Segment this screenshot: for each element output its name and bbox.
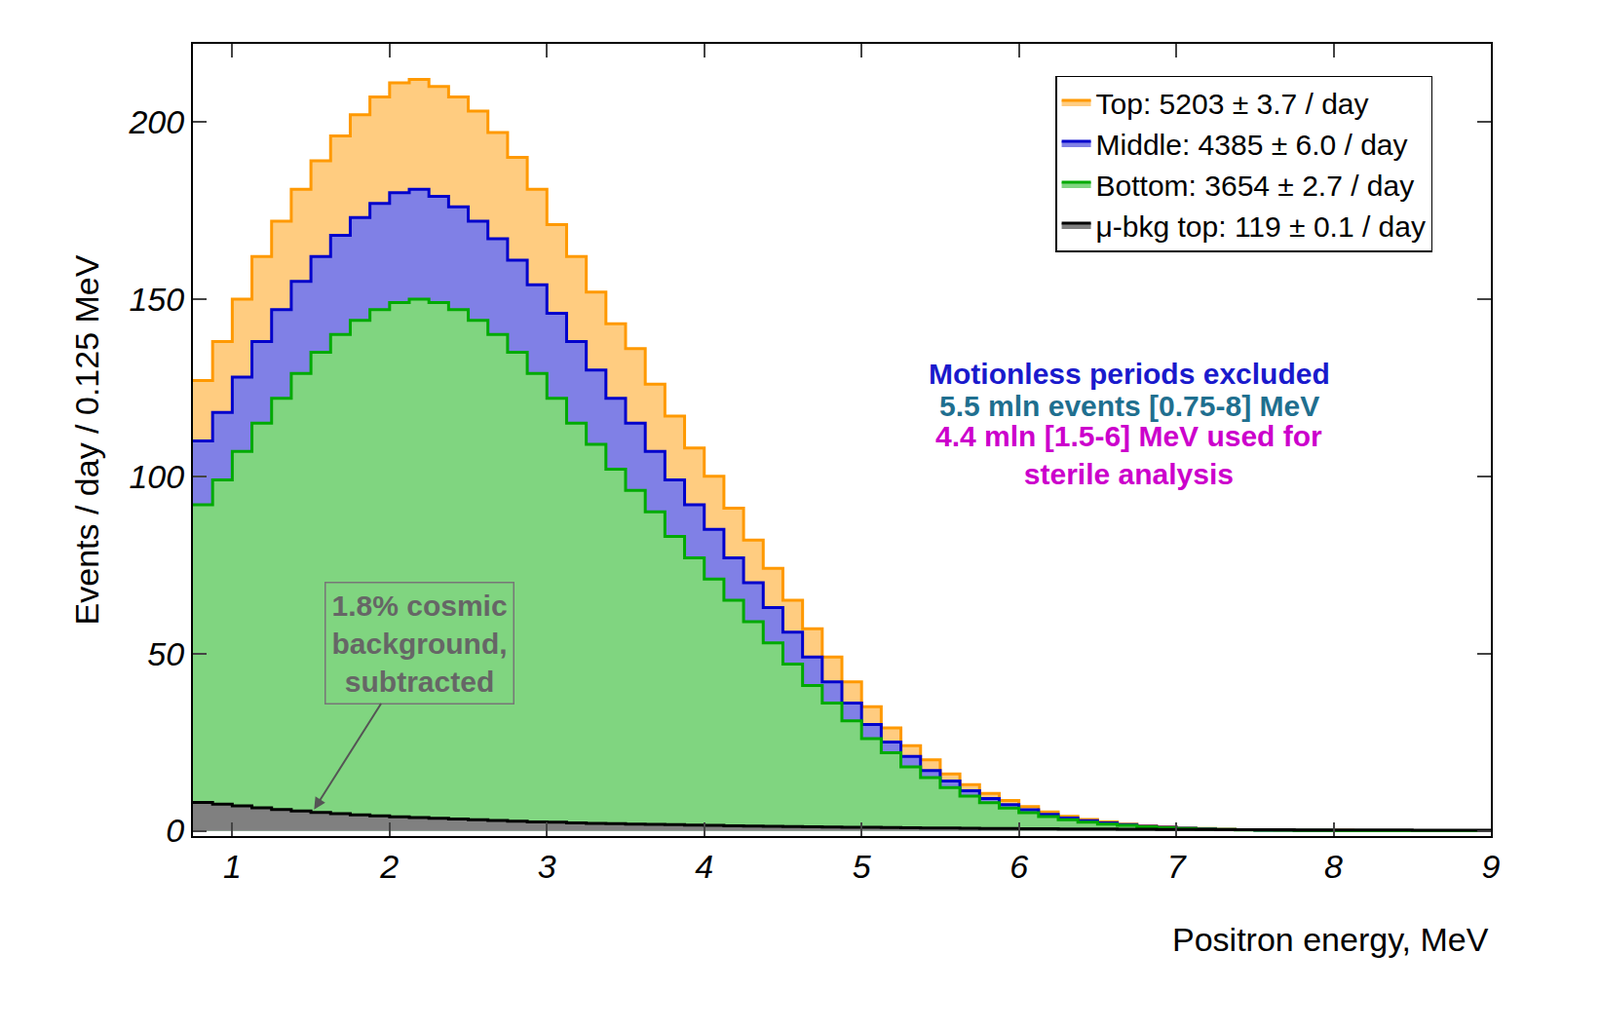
svg-text:Events / day / 0.125 MeV: Events / day / 0.125 MeV xyxy=(68,254,106,625)
svg-text:4: 4 xyxy=(694,847,714,885)
svg-text:3: 3 xyxy=(537,847,557,885)
svg-text:Top: 5203 ± 3.7 / day: Top: 5203 ± 3.7 / day xyxy=(1096,87,1370,120)
svg-text:150: 150 xyxy=(128,280,185,318)
svg-text:Motionless periods excluded: Motionless periods excluded xyxy=(928,357,1331,390)
svg-text:Middle: 4385 ± 6.0 / day: Middle: 4385 ± 6.0 / day xyxy=(1096,128,1409,161)
svg-text:Bottom: 3654 ± 2.7 / day: Bottom: 3654 ± 2.7 / day xyxy=(1096,169,1415,202)
svg-text:μ-bkg top: 119 ± 0.1 / day: μ-bkg top: 119 ± 0.1 / day xyxy=(1096,210,1426,243)
svg-text:9: 9 xyxy=(1482,847,1501,885)
svg-text:1.8% cosmicbackground,subtract: 1.8% cosmicbackground,subtracted xyxy=(332,589,508,698)
svg-text:50: 50 xyxy=(147,635,185,673)
svg-text:1: 1 xyxy=(223,847,242,885)
svg-text:7: 7 xyxy=(1167,847,1187,885)
svg-text:5: 5 xyxy=(852,847,872,885)
svg-text:Positron energy, MeV: Positron energy, MeV xyxy=(1172,920,1489,958)
svg-text:200: 200 xyxy=(127,103,185,141)
svg-text:6: 6 xyxy=(1009,847,1029,885)
svg-text:100: 100 xyxy=(128,457,185,496)
svg-text:0: 0 xyxy=(165,811,185,849)
svg-text:2: 2 xyxy=(379,847,399,885)
svg-text:8: 8 xyxy=(1324,847,1343,885)
svg-text:5.5 mln events [0.75-8] MeV: 5.5 mln events [0.75-8] MeV xyxy=(939,389,1320,422)
svg-text:4.4 mln [1.5-6] MeV used forst: 4.4 mln [1.5-6] MeV used forsterile anal… xyxy=(935,419,1323,491)
